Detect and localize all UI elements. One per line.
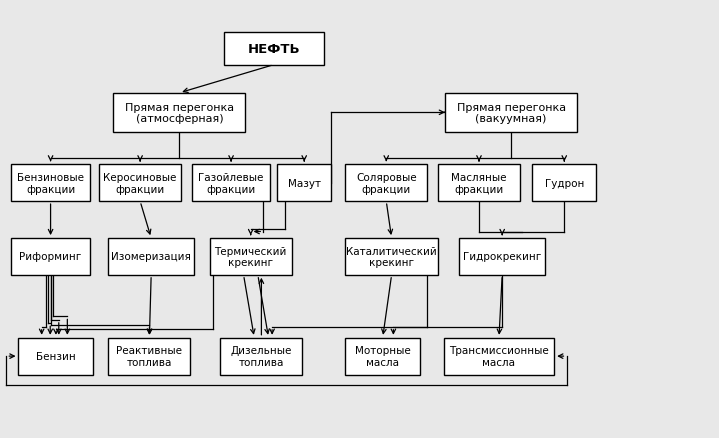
Text: Мазут: Мазут [288, 178, 321, 188]
FancyBboxPatch shape [12, 165, 90, 202]
FancyBboxPatch shape [109, 238, 194, 275]
FancyBboxPatch shape [345, 238, 438, 275]
Text: Риформинг: Риформинг [19, 252, 82, 262]
FancyBboxPatch shape [532, 165, 596, 202]
Text: Масляные
фракции: Масляные фракции [452, 173, 507, 194]
FancyBboxPatch shape [445, 94, 577, 133]
FancyBboxPatch shape [444, 338, 554, 374]
FancyBboxPatch shape [109, 338, 191, 374]
Text: Бензиновые
фракции: Бензиновые фракции [17, 173, 84, 194]
Text: Моторные
масла: Моторные масла [354, 346, 411, 367]
Text: Соляровые
фракции: Соляровые фракции [356, 173, 416, 194]
FancyBboxPatch shape [278, 165, 331, 202]
FancyBboxPatch shape [224, 33, 324, 65]
Text: НЕФТЬ: НЕФТЬ [247, 43, 301, 56]
FancyBboxPatch shape [192, 165, 270, 202]
FancyBboxPatch shape [221, 338, 303, 374]
Text: Прямая перегонка
(атмосферная): Прямая перегонка (атмосферная) [125, 102, 234, 124]
Text: Прямая перегонка
(вакуумная): Прямая перегонка (вакуумная) [457, 102, 566, 124]
Text: Гидрокрекинг: Гидрокрекинг [463, 252, 541, 262]
Text: Газойлевые
фракции: Газойлевые фракции [198, 173, 264, 194]
FancyBboxPatch shape [12, 238, 90, 275]
FancyBboxPatch shape [438, 165, 520, 202]
Text: Каталитический
крекинг: Каталитический крекинг [347, 246, 437, 268]
FancyBboxPatch shape [19, 338, 93, 374]
Text: Керосиновые
фракции: Керосиновые фракции [104, 173, 177, 194]
FancyBboxPatch shape [345, 165, 427, 202]
Text: Изомеризация: Изомеризация [111, 252, 191, 262]
FancyBboxPatch shape [459, 238, 545, 275]
Text: Реактивные
топлива: Реактивные топлива [116, 346, 183, 367]
Text: Бензин: Бензин [36, 351, 75, 361]
FancyBboxPatch shape [99, 165, 181, 202]
FancyBboxPatch shape [345, 338, 420, 374]
Text: Трансмиссионные
масла: Трансмиссионные масла [449, 346, 549, 367]
FancyBboxPatch shape [114, 94, 245, 133]
Text: Гудрон: Гудрон [544, 178, 584, 188]
Text: Термический
крекинг: Термический крекинг [214, 246, 287, 268]
Text: Дизельные
топлива: Дизельные топлива [231, 346, 292, 367]
FancyBboxPatch shape [210, 238, 292, 275]
